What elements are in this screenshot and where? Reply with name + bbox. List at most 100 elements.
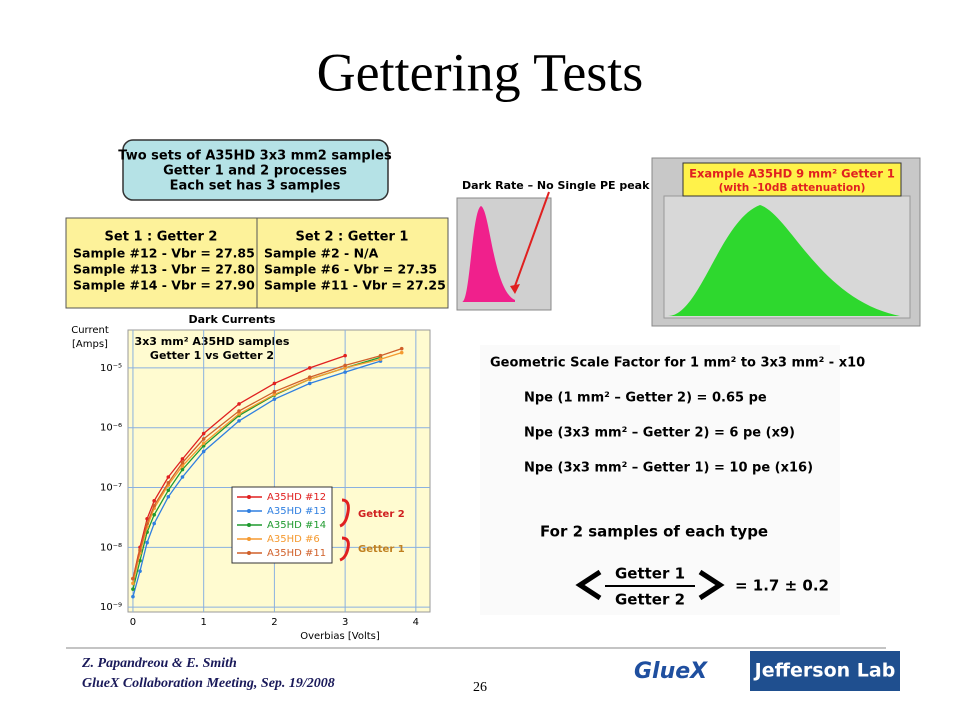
data-point — [145, 540, 149, 545]
info-line: Getter 1 and 2 processes — [163, 164, 347, 179]
y-tick-label: 10⁻⁸ — [100, 542, 122, 553]
info-line: Each set has 3 samples — [170, 179, 341, 194]
data-point — [307, 375, 312, 379]
chart-title: Dark Currents — [189, 313, 276, 326]
y-tick-label: 10⁻⁶ — [100, 423, 122, 434]
data-point — [399, 350, 404, 355]
data-point — [237, 409, 241, 413]
legend-marker — [247, 537, 251, 541]
ratio-denominator: Getter 2 — [615, 591, 685, 609]
data-point — [180, 475, 185, 479]
chart-subtitle: 3x3 mm² A35HD samples — [135, 335, 290, 348]
logo-jlab: Jefferson Lab — [753, 660, 896, 682]
data-point — [343, 353, 347, 358]
y-tick-label: 10⁻⁹ — [100, 602, 122, 613]
footer-meeting: GlueX Collaboration Meeting, Sep. 19/200… — [82, 676, 335, 691]
data-point — [145, 521, 149, 526]
data-point — [180, 457, 185, 461]
legend-label: A35HD #6 — [267, 534, 320, 545]
histogram-shape — [668, 205, 900, 316]
data-point — [343, 366, 347, 370]
table-cell: Sample #6 - Vbr = 27.35 — [264, 262, 437, 277]
x-tick-label: 2 — [271, 617, 277, 628]
example-title: Example A35HD 9 mm² Getter 1 — [689, 167, 895, 181]
arrow — [514, 191, 550, 287]
data-point — [201, 437, 206, 441]
data-point — [131, 581, 135, 586]
data-point — [131, 587, 135, 591]
data-point — [237, 402, 241, 406]
ratio-heading: For 2 samples of each type — [540, 523, 768, 541]
bracket — [698, 569, 725, 601]
data-point — [237, 412, 241, 416]
ratio-result: = 1.7 ± 0.2 — [735, 577, 829, 595]
data-point — [237, 419, 241, 423]
table-cell: Sample #14 - Vbr = 27.90 — [73, 278, 255, 293]
data-point — [272, 389, 277, 394]
table-header: Set 2 : Getter 1 — [296, 230, 409, 245]
histogram-label: Dark Rate – No Single PE peak — [462, 179, 650, 192]
slide-title: Gettering Tests — [317, 42, 644, 102]
y-axis-label: [Amps] — [72, 339, 108, 350]
logo-box — [750, 651, 900, 691]
page-number: 26 — [473, 680, 487, 695]
legend-marker — [247, 509, 251, 513]
formula: Geometric Scale Factor for 1 mm² to 3x3 … — [490, 356, 865, 371]
table-header: Set 1 : Getter 2 — [105, 230, 218, 245]
data-point — [343, 370, 347, 374]
y-tick-label: 10⁻⁷ — [100, 483, 122, 494]
data-point — [307, 381, 312, 386]
annotation: Getter 1 — [358, 544, 405, 555]
data-point — [272, 397, 277, 401]
data-point — [166, 480, 171, 485]
x-tick-label: 3 — [342, 617, 348, 628]
data-point — [272, 392, 277, 397]
data-point — [378, 357, 383, 361]
footer-authors: Z. Papandreou & E. Smith — [81, 656, 237, 671]
data-point — [131, 576, 135, 581]
data-point — [399, 346, 404, 351]
data-point — [152, 512, 156, 517]
y-tick-label: 10⁻⁵ — [100, 363, 122, 374]
data-point — [201, 449, 206, 454]
legend-marker — [247, 495, 251, 499]
legend-label: A35HD #11 — [267, 548, 326, 559]
info-line: Two sets of A35HD 3x3 mm2 samples — [118, 149, 392, 164]
data-point — [343, 363, 347, 368]
data-point — [131, 594, 135, 599]
x-tick-label: 0 — [130, 617, 136, 628]
x-axis-label: Overbias [Volts] — [300, 631, 380, 642]
example-note: (with -10dB attenuation) — [719, 182, 866, 194]
data-point — [152, 521, 156, 526]
table-cell: Sample #13 - Vbr = 27.80 — [73, 262, 255, 277]
table-cell: Sample #2 - N/A — [264, 246, 379, 261]
legend-marker — [247, 551, 251, 555]
data-point — [180, 460, 185, 465]
chart-subtitle: Getter 1 vs Getter 2 — [150, 349, 274, 362]
data-point — [152, 498, 156, 503]
data-point — [307, 366, 312, 370]
bracket — [575, 569, 602, 601]
data-point — [378, 353, 383, 358]
example-box — [682, 162, 902, 197]
annotation-bracket — [339, 498, 350, 528]
y-axis-label: Current — [71, 325, 109, 336]
formula: Npe (3x3 mm² – Getter 2) = 6 pe (x9) — [524, 426, 795, 441]
data-point — [201, 431, 206, 436]
data-point — [166, 494, 171, 499]
arrow-head — [510, 284, 520, 294]
data-point — [166, 488, 171, 493]
info-box — [122, 139, 389, 201]
formula-panel — [480, 345, 840, 615]
data-point — [180, 467, 185, 472]
logo-gluex: GlueX — [634, 659, 708, 684]
data-point — [138, 569, 142, 573]
formula: Npe (1 mm² – Getter 2) = 0.65 pe — [524, 391, 767, 406]
data-point — [166, 475, 171, 479]
series-line — [132, 360, 381, 597]
legend-label: A35HD #12 — [267, 492, 326, 503]
annotation-bracket — [339, 536, 350, 562]
table-cell: Sample #11 - Vbr = 27.25 — [264, 278, 446, 293]
